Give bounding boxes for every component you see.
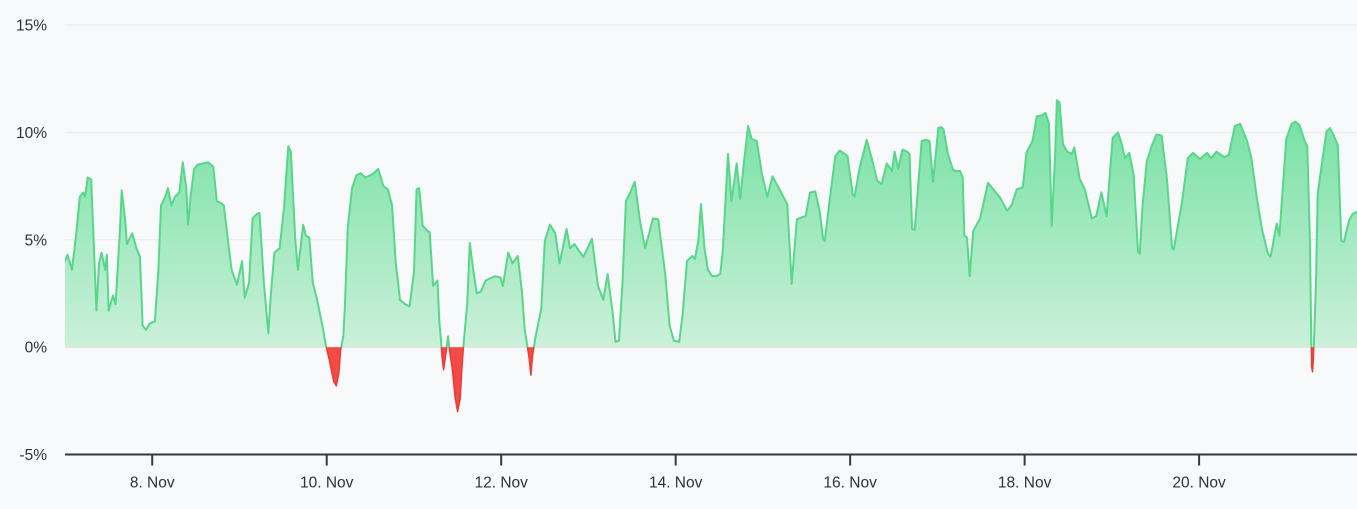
x-tick-label: 16. Nov: [823, 475, 877, 492]
x-tick-label: 10. Nov: [300, 475, 354, 492]
x-tick-label: 18. Nov: [998, 475, 1052, 492]
axis-layer: [65, 453, 1357, 466]
y-tick-label: 0%: [25, 340, 48, 357]
positive-area-line: [65, 99, 1357, 348]
y-tick-label: 10%: [16, 125, 47, 142]
y-tick-label: 15%: [16, 18, 47, 35]
positive-area-fill: [65, 100, 1357, 348]
x-tick-label: 8. Nov: [130, 475, 175, 492]
x-tick-label: 20. Nov: [1172, 475, 1226, 492]
series-layer: [65, 99, 1357, 413]
x-tick-label: 14. Nov: [649, 475, 703, 492]
y-tick-label: 5%: [25, 232, 48, 249]
y-tick-label: -5%: [19, 447, 47, 464]
axis-labels-layer: 15% 10% 5% 0% -5% 8. Nov 10. Nov 12. Nov 14. Nov…: [16, 18, 1226, 492]
x-tick-label: 12. Nov: [474, 475, 528, 492]
